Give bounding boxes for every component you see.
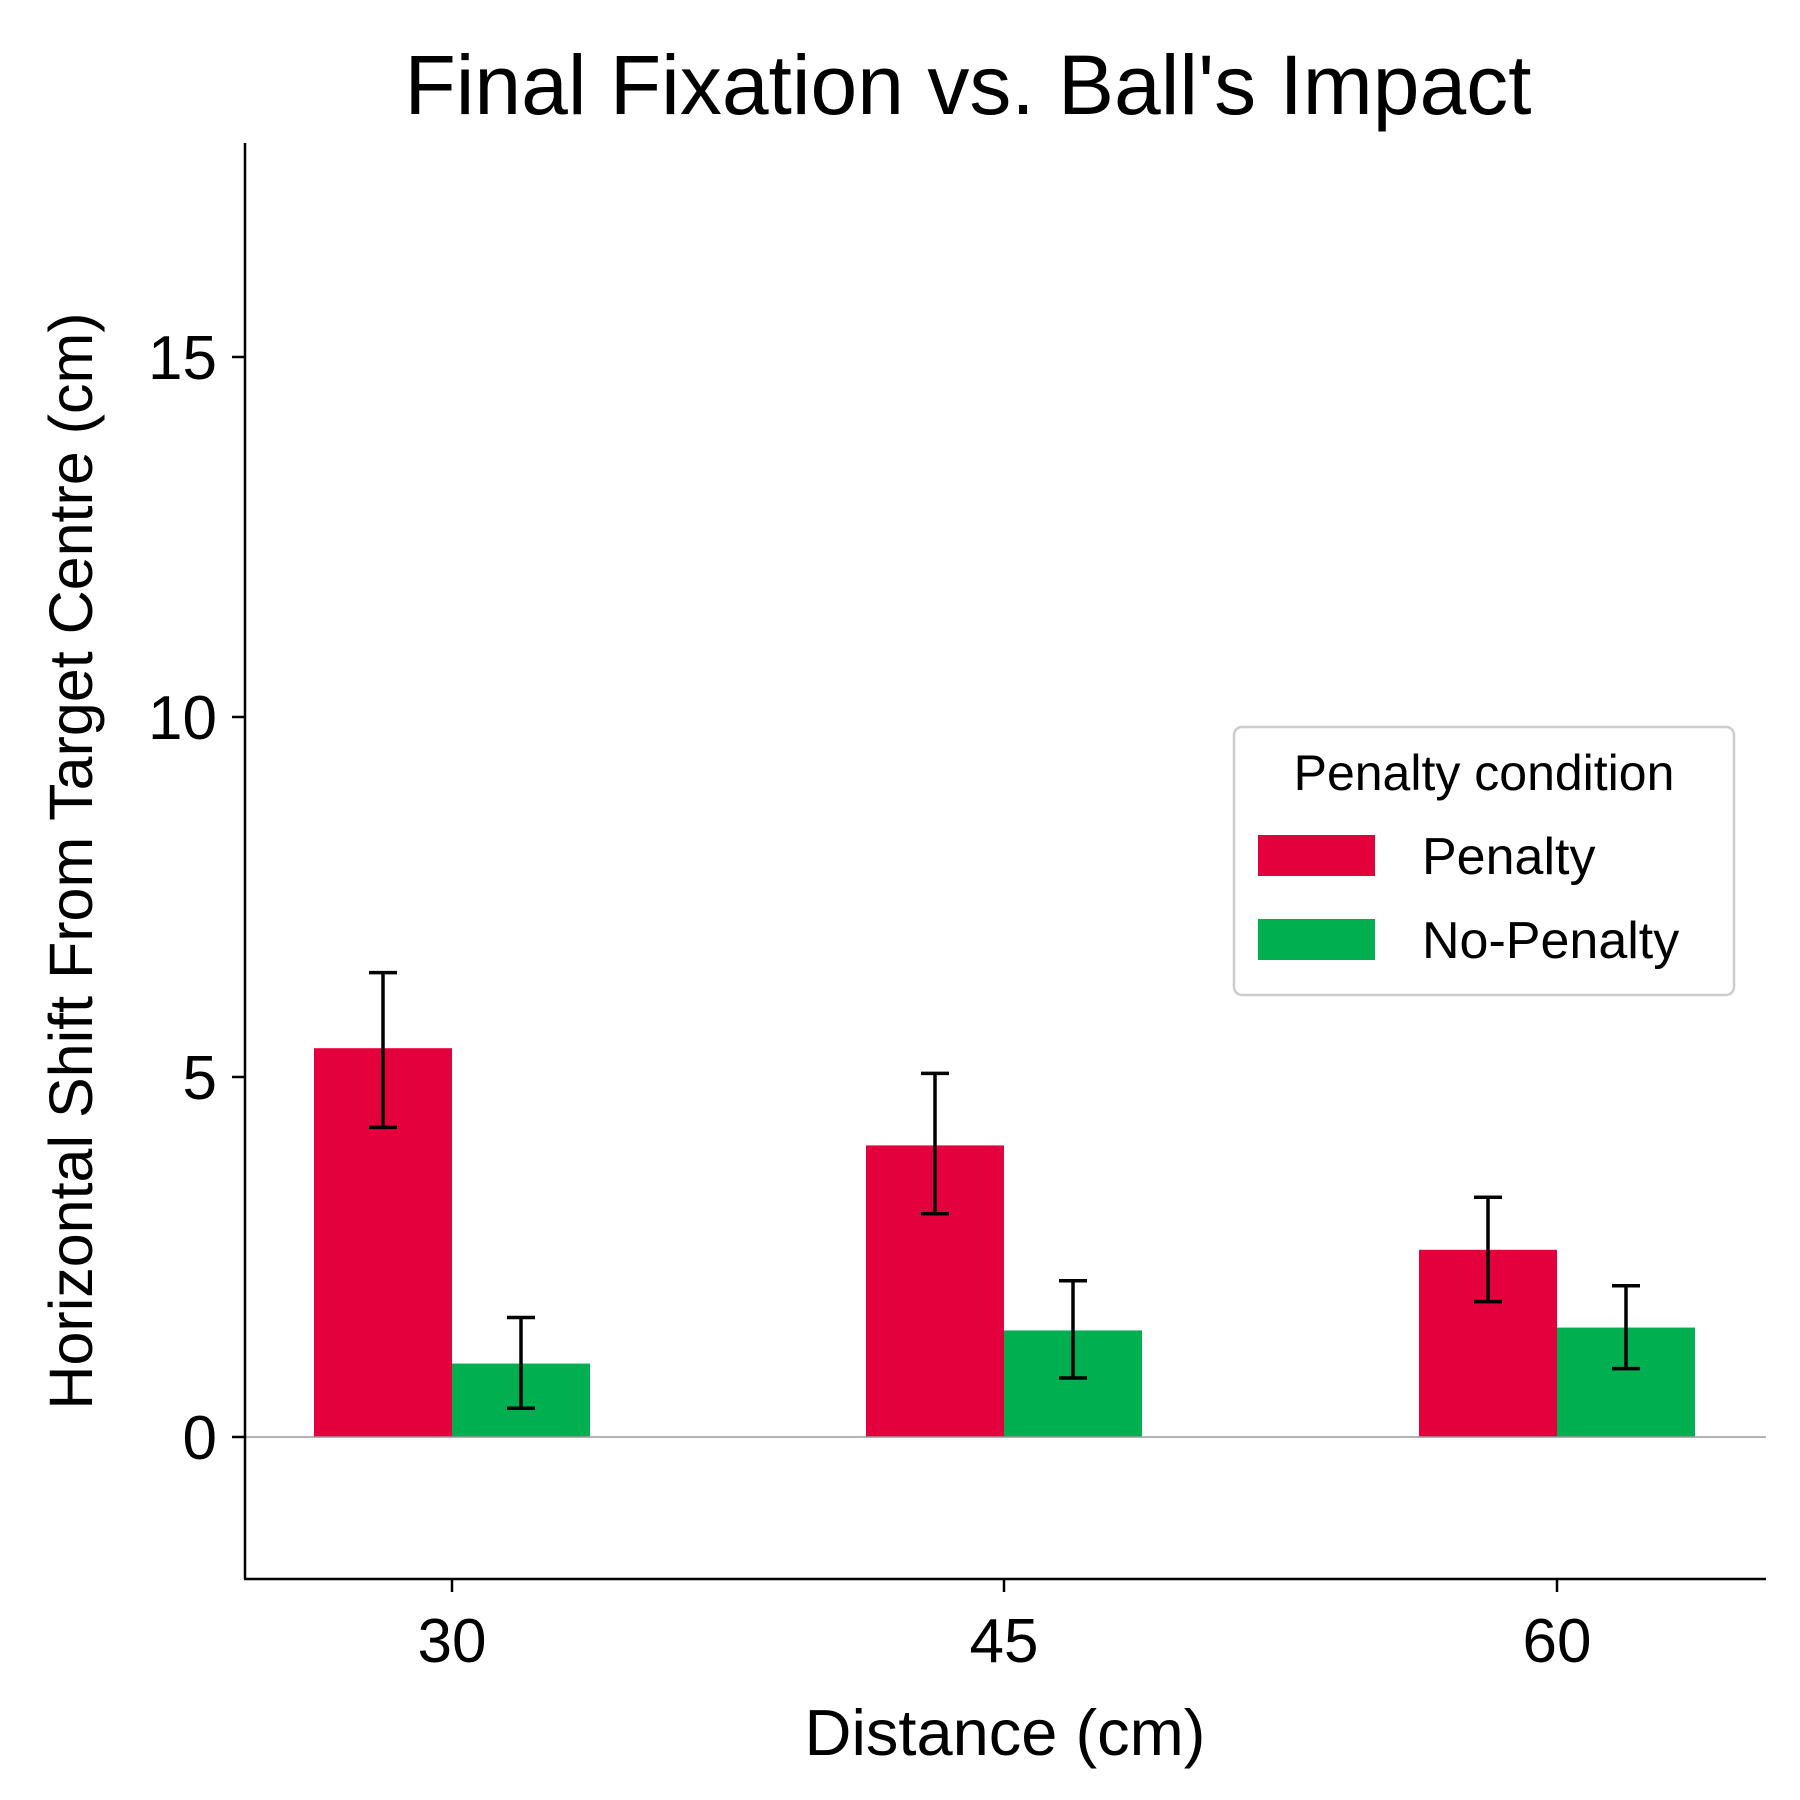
legend-swatch-no-penalty xyxy=(1258,919,1375,960)
x-ticks: 30 45 60 xyxy=(418,1579,1592,1676)
y-tick-label-15: 15 xyxy=(148,324,217,393)
legend-label-no-penalty: No-Penalty xyxy=(1422,912,1679,970)
y-tick-label-10: 10 xyxy=(148,684,217,753)
legend: Penalty condition Penalty No-Penalty xyxy=(1232,725,1736,997)
x-axis-label: Distance (cm) xyxy=(805,1696,1206,1769)
x-tick-label-60: 60 xyxy=(1523,1607,1592,1676)
y-ticks: 0 5 10 15 xyxy=(148,324,245,1473)
y-tick-label-0: 0 xyxy=(183,1404,217,1473)
x-tick-label-45: 45 xyxy=(970,1607,1039,1676)
y-axis-label: Horizontal Shift From Target Centre (cm) xyxy=(37,312,105,1409)
error-bar-penalty-30 xyxy=(369,970,397,1130)
error-bar-no-penalty-30 xyxy=(507,1315,535,1410)
error-bar-penalty-45 xyxy=(921,1071,949,1216)
legend-title: Penalty condition xyxy=(1294,745,1675,801)
error-bar-penalty-60 xyxy=(1474,1195,1502,1304)
plot-area xyxy=(245,970,1766,1438)
chart-title: Final Fixation vs. Ball's Impact xyxy=(404,38,1531,132)
y-tick-label-5: 5 xyxy=(183,1044,217,1113)
x-tick-label-30: 30 xyxy=(418,1607,487,1676)
legend-swatch-penalty xyxy=(1258,835,1375,876)
error-bar-no-penalty-60 xyxy=(1612,1284,1640,1371)
error-bar-no-penalty-45 xyxy=(1059,1279,1087,1380)
legend-label-penalty: Penalty xyxy=(1422,828,1595,886)
